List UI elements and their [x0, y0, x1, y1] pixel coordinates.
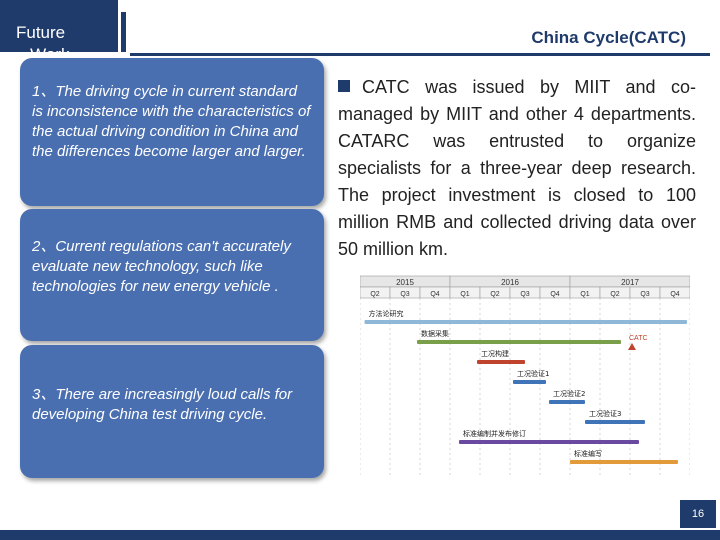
task-label: 工况验证1	[517, 369, 549, 378]
reason-text-2: 2、Current regulations can't accurately e…	[32, 238, 291, 295]
section-tab: Future Work	[0, 0, 118, 52]
year-label: 2017	[621, 278, 639, 287]
task-bar	[585, 420, 645, 424]
task-bar	[513, 380, 546, 384]
task-label: 标准编写	[574, 449, 602, 458]
quarter-label: Q2	[490, 291, 499, 298]
quarter-label: Q3	[400, 291, 409, 298]
milestone-label: CATC	[629, 335, 648, 342]
quarter-label: Q4	[550, 291, 559, 298]
task-bar	[549, 400, 585, 404]
task-label: 工况验证2	[553, 389, 585, 398]
square-bullet-icon	[338, 80, 350, 92]
catc-paragraph: CATC was issued by MIIT and co-managed b…	[338, 74, 696, 263]
task-label: 方法论研究	[369, 309, 404, 318]
task-bar	[570, 460, 678, 464]
quarter-label: Q4	[430, 291, 439, 298]
footer-bar	[0, 530, 720, 540]
header-rule	[130, 53, 710, 56]
task-bar	[477, 360, 525, 364]
task-label: 工况构建	[481, 349, 509, 358]
quarter-label: Q1	[580, 291, 589, 298]
tab-divider	[121, 12, 126, 52]
reason-box-3: 3、There are increasingly loud calls for …	[20, 345, 324, 478]
section-tab-label: Future Work	[16, 23, 70, 52]
task-label: 工况验证3	[589, 409, 621, 418]
page-number: 16	[680, 500, 716, 528]
task-label: 标准编制并发布修订	[463, 429, 526, 438]
reason-text-3: 3、There are increasingly loud calls for …	[32, 386, 293, 423]
quarter-label: Q2	[610, 291, 619, 298]
quarter-label: Q1	[460, 291, 469, 298]
year-label: 2016	[501, 278, 519, 287]
task-bar	[364, 320, 687, 324]
reason-text-1: 1、The driving cycle in current standard …	[32, 83, 311, 160]
milestone-marker	[628, 343, 636, 350]
quarter-label: Q3	[640, 291, 649, 298]
year-label: 2015	[396, 278, 414, 287]
task-label: 数据采集	[421, 329, 449, 338]
slide-title: China Cycle(CATC)	[531, 28, 686, 47]
reason-box-2: 2、Current regulations can't accurately e…	[20, 209, 324, 341]
task-bar	[459, 440, 639, 444]
task-bar	[417, 340, 621, 344]
quarter-label: Q4	[670, 291, 679, 298]
quarter-label: Q2	[370, 291, 379, 298]
quarter-label: Q3	[520, 291, 529, 298]
quarter-cell	[659, 286, 690, 299]
reason-box-1: 1、The driving cycle in current standard …	[20, 58, 324, 206]
catc-description: CATC was issued by MIIT and co-managed b…	[338, 77, 696, 259]
